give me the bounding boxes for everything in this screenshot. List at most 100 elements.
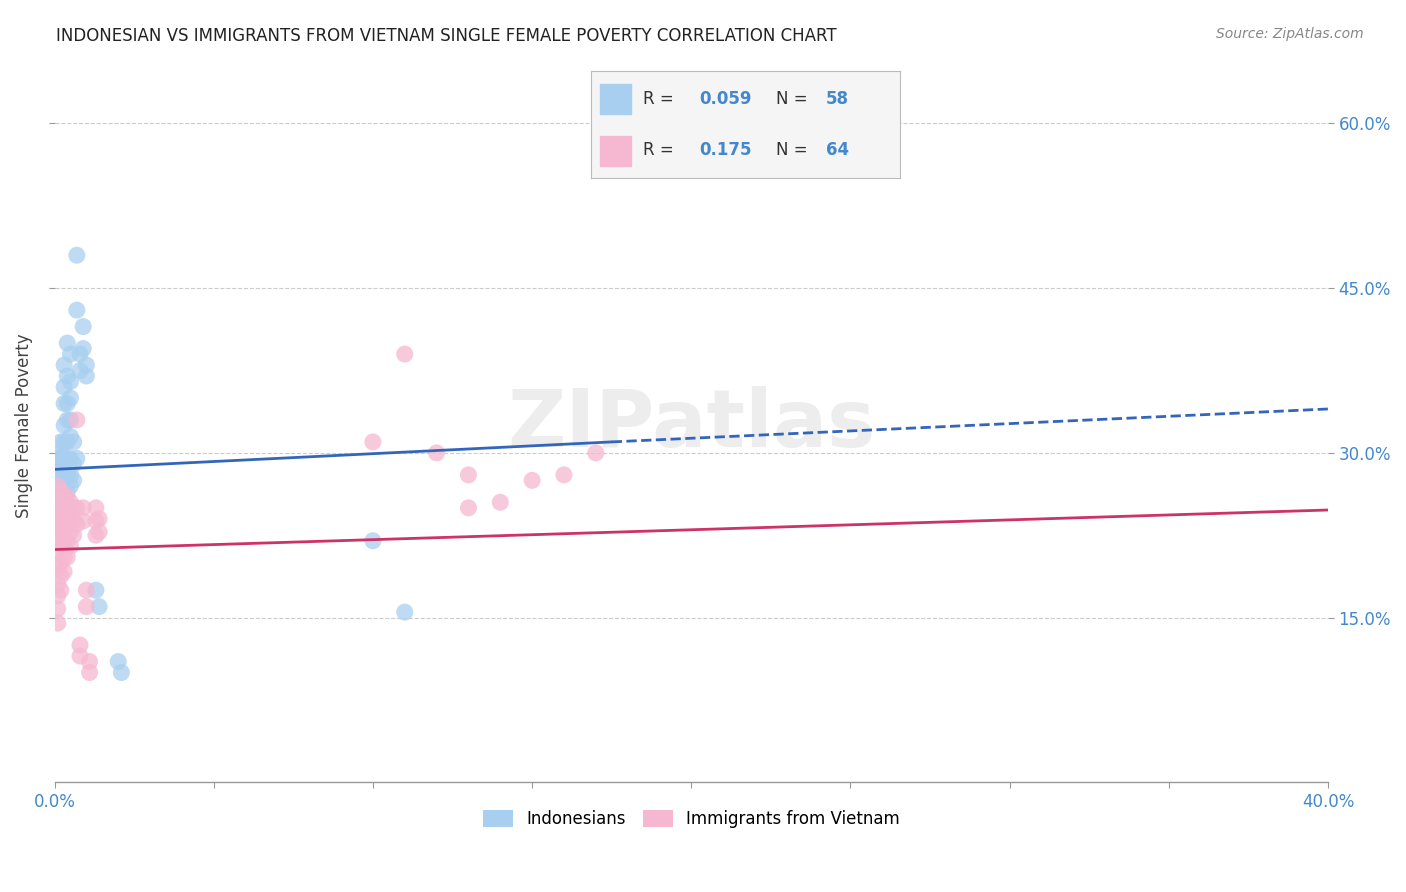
Point bbox=[56, 413, 79, 427]
Point bbox=[426, 446, 449, 460]
Point bbox=[59, 347, 82, 361]
Point bbox=[59, 467, 82, 482]
Point bbox=[49, 484, 72, 499]
Point bbox=[62, 514, 84, 528]
Point bbox=[66, 451, 89, 466]
Text: 58: 58 bbox=[825, 90, 849, 108]
Point bbox=[46, 462, 69, 476]
Point bbox=[46, 451, 69, 466]
Point bbox=[56, 369, 79, 384]
Text: N =: N = bbox=[776, 90, 813, 108]
Point bbox=[46, 523, 69, 537]
Point bbox=[49, 569, 72, 583]
Point bbox=[69, 638, 91, 652]
Point bbox=[84, 514, 107, 528]
Text: ZIPatlas: ZIPatlas bbox=[508, 386, 876, 465]
Point bbox=[66, 517, 89, 532]
Point bbox=[49, 524, 72, 539]
Point bbox=[394, 605, 416, 619]
Text: R =: R = bbox=[643, 90, 679, 108]
Point bbox=[46, 545, 69, 559]
Point bbox=[75, 583, 97, 598]
Point bbox=[66, 413, 89, 427]
Point bbox=[457, 467, 479, 482]
Point bbox=[62, 457, 84, 471]
Point bbox=[56, 512, 79, 526]
Point bbox=[46, 602, 69, 616]
Point bbox=[75, 369, 97, 384]
Point bbox=[53, 550, 76, 565]
Point bbox=[72, 500, 94, 515]
Point bbox=[53, 490, 76, 504]
Point bbox=[56, 451, 79, 466]
Point bbox=[56, 484, 79, 499]
Point bbox=[53, 536, 76, 550]
Bar bbox=[600, 84, 631, 114]
Point bbox=[53, 358, 76, 372]
Point bbox=[66, 303, 89, 318]
Point bbox=[49, 495, 72, 509]
Point bbox=[59, 479, 82, 493]
Point bbox=[69, 363, 91, 377]
Point bbox=[87, 524, 110, 539]
Point bbox=[489, 495, 512, 509]
Point bbox=[46, 500, 69, 515]
Point bbox=[53, 506, 76, 520]
Point bbox=[585, 446, 607, 460]
Point bbox=[59, 539, 82, 553]
Point bbox=[361, 434, 384, 449]
Point bbox=[49, 451, 72, 466]
Point bbox=[59, 429, 82, 443]
Point bbox=[46, 616, 69, 631]
Point bbox=[53, 565, 76, 579]
Point bbox=[49, 512, 72, 526]
Point bbox=[59, 413, 82, 427]
Point bbox=[66, 248, 89, 262]
Point bbox=[75, 358, 97, 372]
Point bbox=[49, 434, 72, 449]
Point bbox=[49, 484, 72, 499]
Point bbox=[46, 479, 69, 493]
Point bbox=[59, 509, 82, 524]
Legend: Indonesians, Immigrants from Vietnam: Indonesians, Immigrants from Vietnam bbox=[477, 803, 907, 835]
Point bbox=[520, 474, 543, 488]
Point bbox=[361, 533, 384, 548]
Point bbox=[49, 539, 72, 553]
Point bbox=[56, 500, 79, 515]
Point bbox=[46, 589, 69, 603]
Point bbox=[56, 517, 79, 532]
Point bbox=[46, 561, 69, 575]
Text: Source: ZipAtlas.com: Source: ZipAtlas.com bbox=[1216, 27, 1364, 41]
Point bbox=[53, 474, 76, 488]
Text: N =: N = bbox=[776, 141, 813, 159]
Point bbox=[79, 665, 101, 680]
Point bbox=[62, 500, 84, 515]
Point bbox=[56, 533, 79, 548]
Point bbox=[79, 655, 101, 669]
Point bbox=[84, 500, 107, 515]
Point bbox=[62, 474, 84, 488]
Point bbox=[56, 434, 79, 449]
Point bbox=[62, 434, 84, 449]
Point bbox=[53, 434, 76, 449]
Point bbox=[75, 599, 97, 614]
Point bbox=[53, 418, 76, 433]
Point bbox=[46, 533, 69, 548]
Point bbox=[53, 484, 76, 499]
Point bbox=[107, 655, 129, 669]
Point bbox=[110, 665, 132, 680]
Point bbox=[44, 517, 66, 532]
Point bbox=[69, 648, 91, 663]
Point bbox=[46, 577, 69, 591]
Point bbox=[44, 457, 66, 471]
Point bbox=[457, 500, 479, 515]
Text: 0.175: 0.175 bbox=[699, 141, 751, 159]
Point bbox=[62, 528, 84, 542]
Text: INDONESIAN VS IMMIGRANTS FROM VIETNAM SINGLE FEMALE POVERTY CORRELATION CHART: INDONESIAN VS IMMIGRANTS FROM VIETNAM SI… bbox=[56, 27, 837, 45]
Point bbox=[56, 503, 79, 517]
Bar bbox=[600, 136, 631, 166]
Point bbox=[72, 342, 94, 356]
Point bbox=[59, 375, 82, 389]
Point bbox=[59, 524, 82, 539]
Point bbox=[84, 583, 107, 598]
